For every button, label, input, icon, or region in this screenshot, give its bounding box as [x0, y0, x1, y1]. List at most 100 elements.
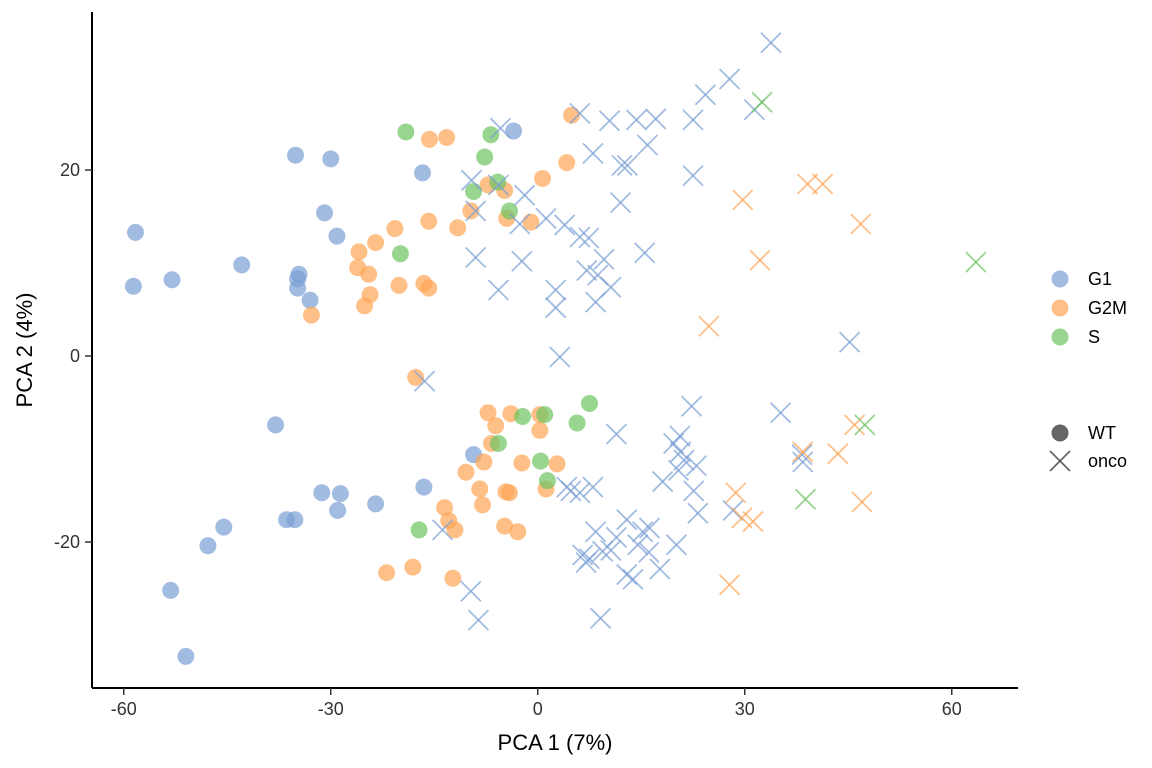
point-g1-onco — [645, 108, 667, 130]
point-g2m-wt — [462, 202, 480, 220]
point-g1-onco — [578, 227, 600, 249]
point-g2m-wt — [302, 306, 320, 324]
point-g2m-wt — [438, 129, 456, 147]
point-g2m-wt — [487, 417, 505, 435]
point-g2m-wt — [563, 106, 581, 124]
point-g1-wt — [215, 518, 233, 536]
point-s-onco — [965, 251, 987, 273]
point-g1-wt — [286, 511, 304, 529]
point-g1-wt — [163, 271, 181, 289]
point-g2m-wt — [436, 499, 454, 517]
point-g2m-wt — [479, 404, 497, 422]
x-axis-label: PCA 1 (7%) — [498, 730, 613, 755]
point-g1-onco — [665, 534, 688, 556]
point-g2m-wt — [534, 169, 552, 187]
point-g1-wt — [233, 256, 251, 274]
point-g1-wt — [415, 478, 433, 496]
point-g2m-wt — [444, 569, 462, 587]
point-g1-onco — [636, 134, 659, 156]
point-s-wt — [538, 472, 556, 490]
point-g1-onco — [598, 110, 621, 132]
point-g1-onco — [673, 449, 695, 471]
point-g2m-onco — [792, 441, 814, 463]
point-g1-onco — [634, 242, 656, 264]
point-g1-onco — [487, 174, 510, 196]
point-g1-onco — [667, 459, 690, 482]
point-g1-onco — [663, 432, 685, 455]
point-g1-onco — [556, 476, 578, 498]
point-g1-wt — [301, 291, 319, 309]
point-g1-wt — [199, 537, 217, 555]
point-g1-onco — [687, 502, 709, 524]
y-tick-label: -20 — [54, 532, 80, 552]
x-tick-label: -60 — [111, 699, 137, 719]
x-tick-label: 60 — [942, 699, 962, 719]
point-g1-onco — [465, 246, 487, 269]
point-s-onco — [794, 488, 817, 510]
legend-key-wt — [1051, 424, 1069, 442]
point-s-wt — [581, 394, 599, 412]
point-g1-wt — [328, 227, 346, 245]
y-tick-label: 0 — [70, 346, 80, 366]
point-g2m-wt — [407, 368, 425, 386]
point-g1-wt — [162, 581, 180, 599]
point-g1-wt — [329, 501, 347, 519]
point-g1-onco — [616, 563, 638, 586]
point-g2m-onco — [698, 315, 720, 337]
point-g1-onco — [680, 395, 703, 417]
data-points — [124, 32, 987, 665]
point-g1-onco — [460, 169, 483, 191]
point-g2m-wt — [420, 279, 438, 297]
point-g1-onco — [575, 551, 597, 574]
point-g2m-wt — [420, 212, 438, 230]
point-g1-onco — [511, 250, 533, 272]
point-g1-wt — [287, 146, 305, 164]
point-s-onco — [751, 91, 773, 113]
point-g2m-wt — [548, 455, 566, 473]
legend-label-g1: G1 — [1088, 269, 1112, 289]
y-axis-label: PCA 2 (4%) — [12, 293, 37, 408]
point-g1-onco — [460, 580, 482, 602]
point-g1-onco — [487, 279, 510, 301]
point-g2m-wt — [471, 480, 489, 498]
point-g1-onco — [683, 480, 705, 502]
point-s-wt — [476, 148, 494, 166]
point-g1-onco — [791, 443, 813, 466]
point-s-wt — [568, 414, 586, 432]
legend-label-onco: onco — [1088, 451, 1127, 471]
point-s-wt — [500, 202, 518, 220]
point-g1-onco — [585, 291, 607, 313]
point-g2m-onco — [742, 510, 764, 533]
legend: G1 G2M S WT onco — [1049, 269, 1127, 472]
point-s-wt — [489, 173, 507, 191]
point-g1-onco — [509, 213, 531, 235]
point-g1-onco — [593, 248, 615, 270]
x-tick-label: 30 — [735, 699, 755, 719]
point-g1-wt — [505, 122, 523, 140]
point-g1-onco — [685, 455, 708, 477]
point-g2m-onco — [851, 491, 873, 513]
point-g2m-wt — [420, 130, 438, 148]
point-s-wt — [397, 123, 415, 141]
point-g1-onco — [682, 109, 704, 131]
point-g2m-wt — [558, 154, 576, 172]
point-g2m-onco — [850, 213, 872, 235]
point-g1-wt — [126, 223, 144, 241]
point-g2m-onco — [796, 173, 819, 195]
point-g2m-wt — [475, 453, 493, 471]
point-s-onco — [854, 414, 876, 436]
point-g1-wt — [289, 279, 307, 297]
point-g1-onco — [792, 451, 814, 473]
point-g1-onco — [569, 102, 591, 124]
point-g2m-wt — [509, 523, 527, 541]
point-g1-wt — [177, 647, 195, 665]
point-g1-onco — [769, 402, 792, 424]
point-g2m-onco — [843, 414, 866, 436]
point-g1-wt — [367, 495, 385, 513]
point-g1-onco — [652, 470, 674, 493]
point-g1-wt — [414, 164, 432, 182]
point-g1-onco — [694, 84, 717, 106]
point-g1-onco — [638, 517, 661, 539]
point-g2m-wt — [500, 484, 518, 502]
point-s-wt — [489, 434, 507, 452]
